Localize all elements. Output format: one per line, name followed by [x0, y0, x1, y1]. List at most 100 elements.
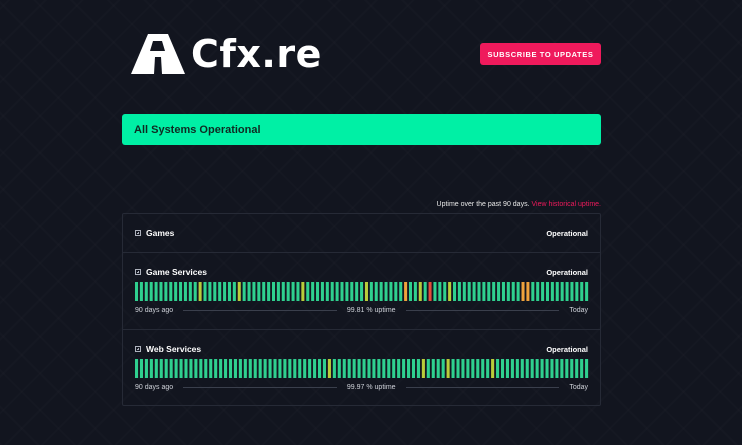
uptime-day-bar[interactable] — [575, 359, 579, 378]
uptime-day-bar[interactable] — [293, 359, 297, 378]
uptime-day-bar[interactable] — [367, 359, 371, 378]
expand-icon[interactable] — [135, 269, 141, 275]
uptime-day-bar[interactable] — [298, 359, 302, 378]
uptime-day-bar[interactable] — [144, 282, 148, 301]
uptime-day-bar[interactable] — [357, 359, 361, 378]
cfx-logo[interactable]: Cfx.re — [131, 34, 322, 74]
uptime-day-bar[interactable] — [436, 359, 440, 378]
uptime-day-bar[interactable] — [209, 359, 213, 378]
uptime-day-bar[interactable] — [387, 359, 391, 378]
uptime-day-bar[interactable] — [232, 282, 236, 301]
uptime-day-bar[interactable] — [457, 282, 461, 301]
uptime-day-bar[interactable] — [451, 359, 455, 378]
uptime-day-bar[interactable] — [446, 359, 450, 378]
uptime-day-bar[interactable] — [467, 282, 471, 301]
uptime-day-bar[interactable] — [281, 282, 285, 301]
uptime-day-bar[interactable] — [560, 359, 564, 378]
uptime-day-bar[interactable] — [476, 359, 480, 378]
uptime-day-bar[interactable] — [169, 282, 173, 301]
uptime-day-bar[interactable] — [188, 282, 192, 301]
uptime-day-bar[interactable] — [296, 282, 300, 301]
uptime-day-bar[interactable] — [184, 359, 188, 378]
uptime-day-bar[interactable] — [320, 282, 324, 301]
uptime-day-bar[interactable] — [472, 282, 476, 301]
uptime-day-bar[interactable] — [268, 359, 272, 378]
uptime-day-bar[interactable] — [423, 282, 427, 301]
expand-icon[interactable] — [135, 230, 141, 236]
uptime-day-bar[interactable] — [189, 359, 193, 378]
uptime-day-bar[interactable] — [462, 282, 466, 301]
uptime-day-bar[interactable] — [402, 359, 406, 378]
uptime-day-bar[interactable] — [555, 359, 559, 378]
uptime-day-bar[interactable] — [411, 359, 416, 378]
uptime-day-bar[interactable] — [481, 359, 485, 378]
component-web-services[interactable]: Web Services — [135, 344, 201, 354]
uptime-day-bar[interactable] — [369, 282, 373, 301]
uptime-day-bar[interactable] — [278, 359, 282, 378]
uptime-day-bar[interactable] — [194, 359, 198, 378]
uptime-day-bar[interactable] — [169, 359, 173, 378]
uptime-day-bar[interactable] — [364, 282, 368, 301]
uptime-day-bar[interactable] — [347, 359, 351, 378]
uptime-day-bar[interactable] — [159, 359, 163, 378]
uptime-day-bar[interactable] — [377, 359, 381, 378]
uptime-day-bar[interactable] — [372, 359, 376, 378]
uptime-day-bar[interactable] — [477, 282, 481, 301]
uptime-day-bar[interactable] — [316, 282, 320, 301]
uptime-day-bar[interactable] — [345, 282, 349, 301]
uptime-day-bar[interactable] — [233, 359, 237, 378]
uptime-day-bar[interactable] — [335, 282, 339, 301]
uptime-day-bar[interactable] — [204, 359, 208, 378]
uptime-day-bar[interactable] — [516, 282, 520, 301]
uptime-day-bar[interactable] — [500, 359, 505, 378]
uptime-day-bar[interactable] — [433, 282, 437, 301]
uptime-day-bar[interactable] — [491, 359, 495, 378]
uptime-day-bar[interactable] — [252, 282, 256, 301]
uptime-day-bar[interactable] — [288, 359, 292, 378]
uptime-day-bar[interactable] — [525, 359, 529, 378]
uptime-day-bar[interactable] — [510, 359, 514, 378]
uptime-day-bar[interactable] — [560, 282, 564, 301]
uptime-day-bar[interactable] — [389, 282, 393, 301]
uptime-day-bar[interactable] — [247, 282, 251, 301]
uptime-day-bar[interactable] — [407, 359, 411, 378]
uptime-day-bar[interactable] — [340, 282, 344, 301]
uptime-day-bar[interactable] — [208, 282, 212, 301]
uptime-day-bar[interactable] — [263, 359, 267, 378]
uptime-day-bar[interactable] — [330, 282, 334, 301]
uptime-day-bar[interactable] — [342, 359, 346, 378]
uptime-day-bar[interactable] — [325, 282, 329, 301]
uptime-day-bar[interactable] — [317, 359, 322, 378]
uptime-day-bar[interactable] — [374, 282, 378, 301]
uptime-day-bar[interactable] — [308, 359, 312, 378]
uptime-day-bar[interactable] — [237, 282, 241, 301]
uptime-day-bar[interactable] — [313, 359, 317, 378]
uptime-day-bar[interactable] — [243, 359, 247, 378]
uptime-day-bar[interactable] — [570, 282, 574, 301]
uptime-day-bar[interactable] — [511, 282, 515, 301]
uptime-day-bar[interactable] — [214, 359, 218, 378]
uptime-day-bar[interactable] — [443, 282, 447, 301]
uptime-day-bar[interactable] — [159, 282, 163, 301]
component-game-services[interactable]: Game Services — [135, 267, 207, 277]
uptime-day-bar[interactable] — [471, 359, 475, 378]
uptime-day-bar[interactable] — [438, 282, 442, 301]
uptime-day-bar[interactable] — [135, 282, 139, 301]
uptime-day-bar[interactable] — [198, 282, 202, 301]
uptime-day-bar[interactable] — [585, 359, 589, 378]
uptime-day-bar[interactable] — [570, 359, 574, 378]
uptime-day-bar[interactable] — [565, 359, 569, 378]
uptime-day-bar[interactable] — [203, 282, 207, 301]
uptime-day-bar[interactable] — [550, 282, 554, 301]
uptime-day-bar[interactable] — [441, 359, 445, 378]
uptime-day-bar[interactable] — [286, 282, 290, 301]
uptime-day-bar[interactable] — [399, 282, 403, 301]
uptime-day-bar[interactable] — [337, 359, 341, 378]
uptime-day-bar[interactable] — [526, 282, 530, 301]
uptime-day-bar[interactable] — [487, 282, 491, 301]
uptime-day-bar[interactable] — [213, 282, 217, 301]
uptime-day-bar[interactable] — [273, 359, 277, 378]
uptime-day-bar[interactable] — [408, 282, 413, 301]
uptime-day-bar[interactable] — [360, 282, 364, 301]
uptime-day-bar[interactable] — [384, 282, 388, 301]
